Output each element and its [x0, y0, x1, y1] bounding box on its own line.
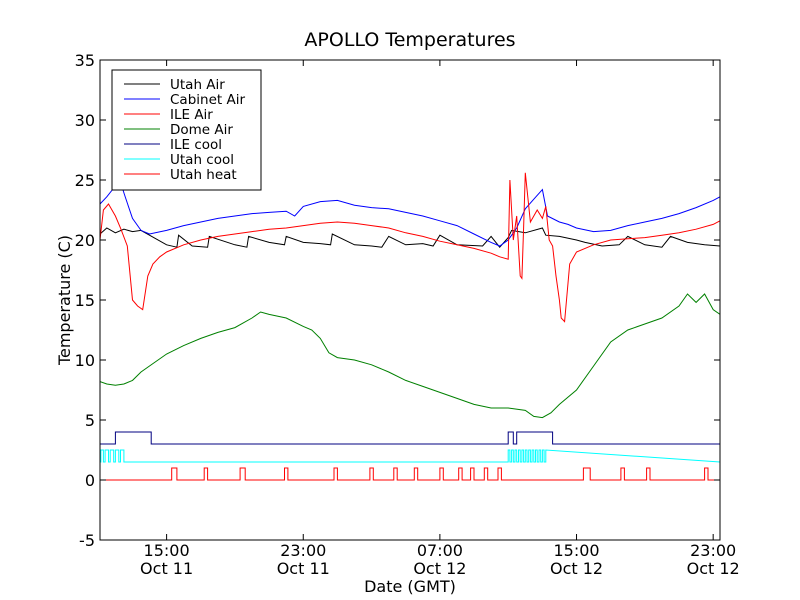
y-tick-label: 35: [75, 51, 95, 70]
legend-label-utah-air: Utah Air: [170, 77, 225, 93]
series-line-ile-cool: [100, 431, 720, 445]
y-axis-label: Temperature (C): [55, 235, 74, 366]
legend-label-cabinet-air: Cabinet Air: [170, 92, 245, 108]
y-tick-label: 0: [85, 471, 95, 490]
x-tick-date-label: Oct 11: [140, 559, 193, 578]
legend-box: [111, 69, 262, 191]
legend-label-utah-cool: Utah cool: [170, 152, 234, 168]
y-tick-label: 10: [75, 351, 95, 370]
x-tick-time-label: 15:00: [144, 541, 190, 560]
series-line-ile-air: [100, 172, 720, 323]
series-line-utah-cool: [100, 449, 720, 463]
y-tick-label: 5: [85, 411, 95, 430]
y-tick-label: 15: [75, 291, 95, 310]
x-tick-time-label: 07:00: [417, 541, 463, 560]
series-line-utah-heat: [100, 467, 720, 481]
y-tick-label: 30: [75, 111, 95, 130]
plot-border: [99, 59, 721, 541]
x-tick-date-label: Oct 11: [277, 559, 330, 578]
chart-title: APOLLO Temperatures: [304, 29, 515, 51]
y-tick-label: -5: [79, 531, 95, 550]
x-tick-date-label: Oct 12: [550, 559, 603, 578]
legend-label-dome-air: Dome Air: [170, 122, 233, 138]
series-line-utah-air: [100, 227, 720, 248]
x-axis-label: Date (GMT): [364, 577, 456, 596]
x-tick-time-label: 15:00: [553, 541, 599, 560]
x-tick-time-label: 23:00: [280, 541, 326, 560]
x-tick-date-label: Oct 12: [687, 559, 740, 578]
series-layer: [100, 172, 720, 481]
series-line-cabinet-air: [100, 181, 720, 247]
legend-label-ile-cool: ILE cool: [170, 137, 222, 153]
legend-label-utah-heat: Utah heat: [170, 167, 237, 183]
legend-label-ile-air: ILE Air: [170, 107, 213, 123]
y-tick-label: 20: [75, 231, 95, 250]
y-tick-label: 25: [75, 171, 95, 190]
x-tick-date-label: Oct 12: [413, 559, 466, 578]
x-tick-time-label: 23:00: [690, 541, 736, 560]
series-line-dome-air: [100, 293, 720, 419]
